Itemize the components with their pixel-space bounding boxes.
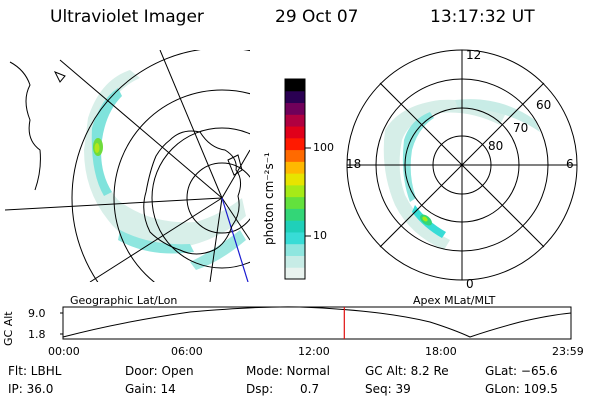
info-gain: Gain: 14 xyxy=(125,382,176,396)
info-glon: GLon: 109.5 xyxy=(485,382,558,396)
mlt-label-6: 6 xyxy=(566,157,574,171)
colorbar-segment xyxy=(285,220,305,233)
altitude-curve xyxy=(62,306,572,338)
instrument-title: Ultraviolet Imager xyxy=(50,7,204,27)
colorbar-segment xyxy=(285,137,305,151)
timeline-ytick-1-8: 1.8 xyxy=(28,328,46,341)
info-mode: Mode: Normal xyxy=(246,364,330,378)
colorbar-segment xyxy=(285,267,305,280)
timeline-xtick-0600: 06:00 xyxy=(171,345,203,358)
colorbar-segment xyxy=(285,161,305,174)
info-seq: Seq: 39 xyxy=(365,382,411,396)
mlt-label-12: 12 xyxy=(466,48,482,62)
colorbar-segment xyxy=(285,90,305,104)
info-glat: GLat: −65.6 xyxy=(485,364,558,378)
colorbar-segment xyxy=(285,196,305,209)
info-ip: IP: 36.0 xyxy=(8,382,54,396)
colorbar-segment xyxy=(285,243,305,256)
mlat-label-70: 70 xyxy=(513,121,529,135)
colorbar-tick-100: 100 xyxy=(313,141,334,154)
info-gc-alt: GC Alt: 8.2 Re xyxy=(365,364,449,378)
timeline-xtick-0000: 00:00 xyxy=(48,345,80,358)
info-dsp-value: 0.7 xyxy=(300,382,320,396)
timeline-ytick-9: 9.0 xyxy=(28,307,46,320)
colorbar-segment xyxy=(285,184,305,198)
timeline-xtick-1800: 18:00 xyxy=(425,345,457,358)
image-date: 29 Oct 07 xyxy=(275,7,359,27)
info-filter: Flt: LBHL xyxy=(8,364,62,378)
mlat-label-60: 60 xyxy=(536,98,552,112)
mlat-label-80: 80 xyxy=(488,139,504,153)
colorbar-segment xyxy=(285,255,305,268)
timeline-xtick-1200: 12:00 xyxy=(298,345,330,358)
info-door: Door: Open xyxy=(125,364,194,378)
info-dsp-label: Dsp: xyxy=(246,382,274,396)
mlt-label-0: 0 xyxy=(466,277,474,291)
colorbar-segment xyxy=(285,114,305,127)
geographic-caption: Geographic Lat/Lon xyxy=(70,294,178,307)
colorbar-segment xyxy=(285,231,305,245)
image-time: 13:17:32 UT xyxy=(430,7,535,27)
colorbar-tick-10: 10 xyxy=(313,229,327,242)
colorbar-segment xyxy=(285,126,305,139)
colorbar-segment xyxy=(285,208,305,221)
timeline-axis-label: GC Alt xyxy=(2,311,15,346)
mlt-label-18: 18 xyxy=(346,157,362,171)
colorbar-segment xyxy=(285,149,305,162)
timeline-xtick-2359: 23:59 xyxy=(552,345,584,358)
colorbar-segment xyxy=(285,79,305,92)
continent-outline xyxy=(143,130,242,255)
colorbar-segment xyxy=(285,102,305,115)
magnetic-caption: Apex MLat/MLT xyxy=(413,294,496,307)
colorbar-segment xyxy=(285,173,305,186)
